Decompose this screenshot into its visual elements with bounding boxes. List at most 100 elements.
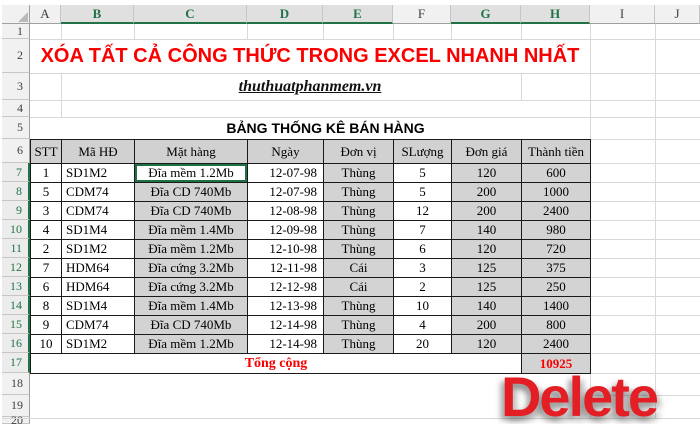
cell-code[interactable]: SD1M4 [62, 297, 135, 316]
cell-stt[interactable]: 3 [31, 202, 62, 221]
table-title-cell[interactable]: BẢNG THỐNG KÊ BÁN HÀNG [226, 120, 425, 136]
cell-qty[interactable]: 12 [394, 202, 452, 221]
select-all-corner[interactable] [2, 5, 30, 24]
cell-unit[interactable]: Thùng [324, 183, 394, 202]
cell-date[interactable]: 12-14-98 [248, 316, 324, 335]
cell-item[interactable]: Đĩa mềm 1.2Mb [135, 240, 248, 259]
table-header-date[interactable]: Ngày [248, 140, 324, 164]
cell-total[interactable]: 980 [522, 221, 591, 240]
cell-unit[interactable]: Thùng [324, 240, 394, 259]
cell-unit[interactable]: Thùng [324, 221, 394, 240]
cell-price[interactable]: 200 [452, 202, 522, 221]
row-header-14[interactable]: 14 [2, 296, 30, 315]
watermark-cell[interactable]: thuthuatphanmem.vn [238, 77, 382, 95]
cell-item[interactable]: Đĩa cứng 3.2Mb [135, 278, 248, 297]
cell-qty[interactable]: 10 [394, 297, 452, 316]
row-header-10[interactable]: 10 [2, 220, 30, 239]
cell-price[interactable]: 120 [452, 164, 522, 183]
row-header-4[interactable]: 4 [2, 100, 30, 117]
column-header-j[interactable]: J [655, 5, 700, 24]
cell-stt[interactable]: 8 [31, 297, 62, 316]
total-value-cell[interactable]: 10925 [522, 354, 591, 374]
cell-total[interactable]: 800 [522, 316, 591, 335]
cell-total[interactable]: 2400 [522, 202, 591, 221]
cell-date[interactable]: 12-07-98 [248, 164, 324, 183]
row-header-9[interactable]: 9 [2, 201, 30, 220]
cell-price[interactable]: 125 [452, 259, 522, 278]
cell-code[interactable]: SD1M2 [62, 164, 135, 183]
column-header-b[interactable]: B [61, 5, 134, 24]
cell-item[interactable]: Đĩa CD 740Mb [135, 183, 248, 202]
column-header-i[interactable]: I [590, 5, 655, 24]
cell-item[interactable]: Đĩa CD 740Mb [135, 202, 248, 221]
row-header-19[interactable]: 19 [2, 395, 30, 417]
cell-price[interactable]: 120 [452, 335, 522, 354]
row-header-17[interactable]: 17 [2, 353, 30, 373]
column-header-g[interactable]: G [451, 5, 521, 24]
row-header-15[interactable]: 15 [2, 315, 30, 334]
row-header-11[interactable]: 11 [2, 239, 30, 258]
cell-date[interactable]: 12-11-98 [248, 259, 324, 278]
cell-stt[interactable]: 5 [31, 183, 62, 202]
cell-price[interactable]: 120 [452, 240, 522, 259]
total-label-cell[interactable]: Tổng cộng [31, 354, 522, 374]
column-header-c[interactable]: C [134, 5, 247, 24]
row-header-3[interactable]: 3 [2, 73, 30, 100]
row-header-2[interactable]: 2 [2, 39, 30, 73]
cell-total[interactable]: 1400 [522, 297, 591, 316]
cell-price[interactable]: 140 [452, 221, 522, 240]
row-header-5[interactable]: 5 [2, 117, 30, 139]
cell-date[interactable]: 12-13-98 [248, 297, 324, 316]
row-header-12[interactable]: 12 [2, 258, 30, 277]
cell-date[interactable]: 12-12-98 [248, 278, 324, 297]
cell-item[interactable]: Đĩa mềm 1.2Mb [135, 335, 248, 354]
table-header-stt[interactable]: STT [31, 140, 62, 164]
table-header-unit[interactable]: Đơn vị [324, 140, 394, 164]
cell-total[interactable]: 2400 [522, 335, 591, 354]
cell-unit[interactable]: Thùng [324, 164, 394, 183]
column-header-d[interactable]: D [247, 5, 323, 24]
cell-date[interactable]: 12-09-98 [248, 221, 324, 240]
banner-title-cell[interactable]: XÓA TẤT CẢ CÔNG THỨC TRONG EXCEL NHANH N… [40, 44, 580, 67]
cell-item[interactable]: Đĩa cứng 3.2Mb [135, 259, 248, 278]
column-header-a[interactable]: A [30, 5, 61, 24]
cell-item[interactable]: Đĩa mềm 1.4Mb [135, 221, 248, 240]
cell-price[interactable]: 125 [452, 278, 522, 297]
cell-stt[interactable]: 2 [31, 240, 62, 259]
cell-total[interactable]: 250 [522, 278, 591, 297]
column-header-f[interactable]: F [393, 5, 451, 24]
cell-price[interactable]: 200 [452, 183, 522, 202]
cell-qty[interactable]: 2 [394, 278, 452, 297]
cell-code[interactable]: SD1M2 [62, 240, 135, 259]
cell-stt[interactable]: 1 [31, 164, 62, 183]
cell-code[interactable]: HDM64 [62, 278, 135, 297]
cell-qty[interactable]: 6 [394, 240, 452, 259]
cell-unit[interactable]: Thùng [324, 202, 394, 221]
cell-qty[interactable]: 20 [394, 335, 452, 354]
row-header-8[interactable]: 8 [2, 182, 30, 201]
cell-unit[interactable]: Thùng [324, 316, 394, 335]
cell-qty[interactable]: 5 [394, 183, 452, 202]
cell-code[interactable]: CDM74 [62, 183, 135, 202]
cell-code[interactable]: CDM74 [62, 316, 135, 335]
cell-qty[interactable]: 4 [394, 316, 452, 335]
cell-code[interactable]: CDM74 [62, 202, 135, 221]
cell-item[interactable]: Đĩa CD 740Mb [135, 316, 248, 335]
cell-stt[interactable]: 6 [31, 278, 62, 297]
active-cell[interactable]: Đĩa mềm 1.2Mb [135, 164, 248, 183]
cell-qty[interactable]: 5 [394, 164, 452, 183]
table-header-item[interactable]: Mặt hàng [135, 140, 248, 164]
cell-stt[interactable]: 9 [31, 316, 62, 335]
table-header-code[interactable]: Mã HĐ [62, 140, 135, 164]
cell-qty[interactable]: 7 [394, 221, 452, 240]
row-header-6[interactable]: 6 [2, 139, 30, 163]
cell-unit[interactable]: Cái [324, 259, 394, 278]
cell-date[interactable]: 12-14-98 [248, 335, 324, 354]
table-header-total[interactable]: Thành tiền [522, 140, 591, 164]
cell-total[interactable]: 600 [522, 164, 591, 183]
cell-stt[interactable]: 10 [31, 335, 62, 354]
cell-stt[interactable]: 4 [31, 221, 62, 240]
cell-total[interactable]: 1000 [522, 183, 591, 202]
cell-unit[interactable]: Thùng [324, 297, 394, 316]
table-header-price[interactable]: Đơn giá [452, 140, 522, 164]
